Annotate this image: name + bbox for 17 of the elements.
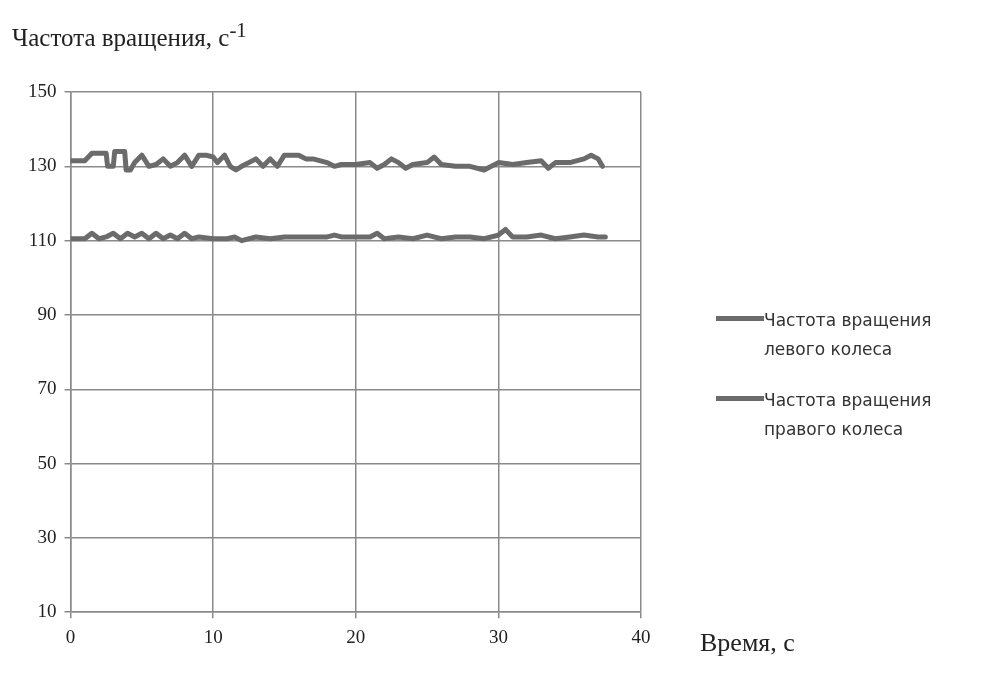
x-axis-title: Время, с xyxy=(700,628,795,658)
x-tick-label: 20 xyxy=(346,625,366,647)
y-tick-label: 10 xyxy=(37,600,57,622)
y-tick-label: 130 xyxy=(28,154,57,176)
y-axis-title: Частота вращения, с$^{-1}$ xyxy=(12,18,247,53)
x-tick-label: 0 xyxy=(65,625,76,647)
y-tick-label: 110 xyxy=(28,228,57,250)
y-tick-label: 90 xyxy=(37,302,57,324)
x-tick-label: 30 xyxy=(488,625,508,647)
legend-label: Частота вращения правого колеса xyxy=(764,389,933,441)
y-tick-label: 30 xyxy=(37,525,57,547)
y-tick-label: 150 xyxy=(28,79,57,101)
x-tick-label: 10 xyxy=(203,625,223,647)
y-tick-label: 50 xyxy=(37,451,57,473)
x-tick-label: 40 xyxy=(631,625,651,647)
y-tick-label: 70 xyxy=(37,377,57,399)
legend-label: Частота вращения левого колеса xyxy=(764,309,933,361)
